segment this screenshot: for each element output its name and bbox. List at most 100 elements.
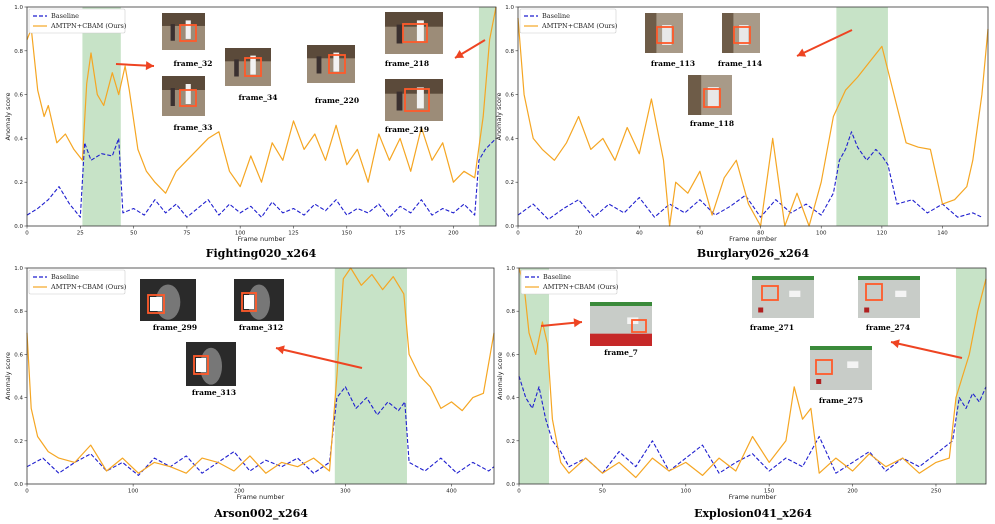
frame-thumbnail: frame_274 [858,276,920,332]
plot-frame [518,267,987,485]
legend: Baseline AMTPN+CBAM (Ours) [28,269,127,295]
detection-box [244,57,262,77]
thumbnail-detail [416,87,424,109]
chart-panel-1: 0 25 50 75 100 125 150 175 200 0.0 0.2 0.4 0.6 0.8 1.0… [4,5,497,261]
thumbnail-detail [816,379,822,384]
y-tick-label: 0.2 [506,439,515,445]
detection-box [631,319,647,333]
thumbnail-detail [590,333,652,346]
frame-thumbnail: frame_33 [162,76,212,132]
x-axis-label: Frame number [237,493,285,501]
arrow-icon [275,345,363,369]
thumbnail-detail [170,88,175,106]
thumbnail-detail [185,20,191,39]
x-tick-label: 50 [130,231,137,237]
thumbnail-detail [810,346,872,350]
arrow-head [276,345,285,355]
thumbnail-detail [739,25,749,45]
arrow-shaft [796,29,853,57]
frame-label: frame_7 [604,348,638,357]
series-line-baseline [517,131,983,220]
frame-thumbnail: frame_312 [234,279,284,332]
detection-box [241,292,257,312]
legend: Baseline AMTPN+CBAM (Ours) [520,269,619,295]
frame-thumbnail: frame_299 [140,279,197,332]
frame-label: frame_271 [750,323,794,332]
x-axis-label: Frame number [729,493,777,501]
series-line-ours [518,267,987,479]
arrow-head [891,339,900,349]
arrow-shaft [275,347,363,369]
thumbnail-detail [662,25,672,45]
arrow-head [797,48,807,57]
x-tick-label: 400 [446,489,457,495]
arrow-head [145,61,154,71]
frame-label: frame_275 [819,396,863,405]
thumbnail-detail [416,20,424,42]
anomaly-region [955,268,986,484]
legend-entry: AMTPN+CBAM (Ours) [541,22,618,30]
chart-caption: Explosion041_x264 [694,507,812,521]
x-tick-label: 25 [77,231,84,237]
thumbnail-detail [789,290,801,297]
thumbnail-detail [162,13,205,26]
frame-thumbnail: frame_32 [162,13,212,68]
y-axis-label: Anomaly score [496,352,504,400]
y-tick-label: 0.2 [14,439,23,445]
thumbnail-detail [385,79,443,94]
anomaly-region [334,268,407,484]
thumbnail-detail [170,24,175,41]
y-tick-label: 0.4 [505,136,514,142]
thumbnail-detail [307,45,355,59]
frame-thumbnail: frame_113 [645,13,695,68]
thumbnail-detail [707,87,719,107]
frame-label: frame_33 [174,123,213,132]
arrow-icon [454,39,486,59]
detection-box [733,26,751,44]
y-tick-label: 0.0 [14,482,23,488]
arrow-icon [540,318,583,328]
x-tick-label: 0 [516,231,520,237]
y-tick-label: 0.6 [505,93,514,99]
x-tick-label: 200 [234,489,245,495]
arrow-icon [890,339,963,359]
legend-entry: Baseline [51,12,79,20]
detection-box [761,285,779,301]
thumbnail-detail [645,13,657,53]
chart-panel-2: 0 20 40 60 80 100 120 140 0.0 0.2 0.4 0.6 0.8 1.0 Fram… [495,5,989,261]
detection-box [402,23,428,43]
series-line-ours [26,267,495,474]
x-tick-label: 100 [816,231,827,237]
thumbnail-detail [185,84,191,104]
thumbnail-detail [250,55,256,75]
y-tick-label: 1.0 [14,266,23,272]
frame-thumbnail: frame_275 [810,346,872,405]
x-tick-label: 60 [696,231,703,237]
thumbnail-detail [316,56,322,74]
legend-entry: AMTPN+CBAM (Ours) [542,283,619,291]
x-tick-label: 40 [636,231,643,237]
frame-label: frame_114 [718,59,762,68]
thumbnail-detail [385,12,443,27]
chart-caption: Burglary026_x264 [697,247,810,261]
frame-thumbnail: frame_114 [718,13,762,68]
arrow-icon [115,61,155,71]
chart-panel-3: 0 100 200 300 400 0.0 0.2 0.4 0.6 0.8 1.0 Frame num… [4,266,495,521]
y-tick-label: 1.0 [505,5,514,11]
y-tick-label: 0.6 [14,352,23,358]
legend-box [520,269,618,295]
plot-frame [26,6,497,227]
y-tick-label: 0.6 [506,352,515,358]
thumbnail-detail [847,361,859,368]
thumbnail-detail [722,13,734,53]
thumbnail-detail [196,358,206,372]
frame-label: frame_274 [866,323,910,332]
detection-box [193,355,209,375]
frame-thumbnail: frame_7 [590,302,652,357]
x-tick-label: 20 [575,231,582,237]
x-tick-label: 50 [599,489,606,495]
y-tick-label: 0.2 [505,180,514,186]
thumbnail-detail [396,24,403,44]
x-tick-label: 100 [681,489,692,495]
detection-box [179,89,197,107]
